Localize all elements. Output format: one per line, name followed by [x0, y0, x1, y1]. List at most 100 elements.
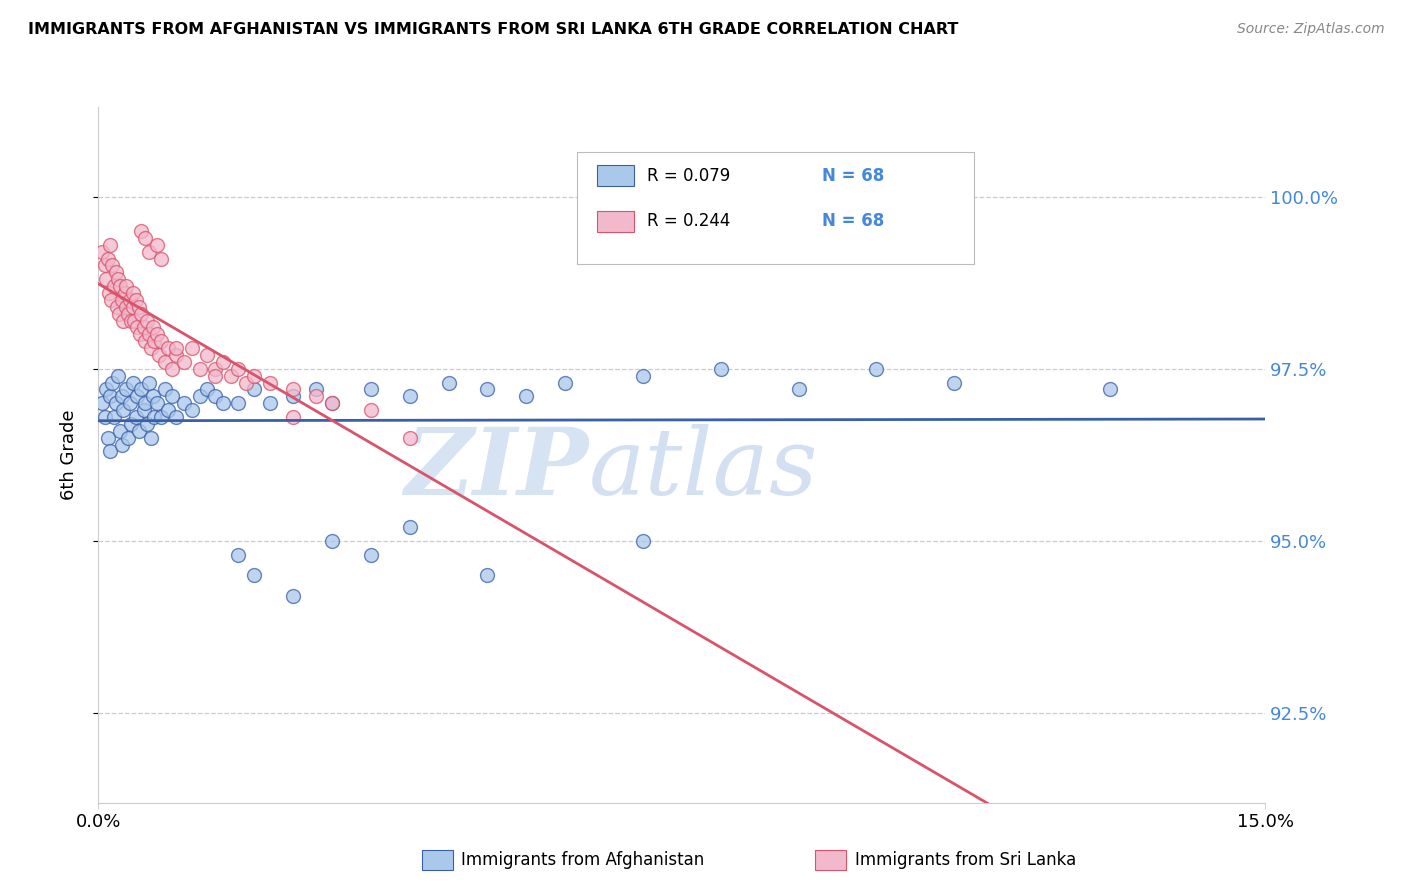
Point: [91, 396, 114, 410]
Point: [360, 383, 382, 397]
Point: [437, 376, 460, 390]
Point: [107, 368, 129, 383]
Point: [122, 300, 145, 314]
Point: [104, 396, 127, 410]
Point: [281, 589, 304, 603]
Point: [865, 361, 887, 376]
Point: [128, 300, 150, 314]
Point: [173, 396, 195, 410]
Point: [141, 341, 163, 355]
Point: [132, 320, 155, 334]
Point: [129, 327, 152, 342]
Point: [281, 383, 304, 397]
Point: [122, 313, 145, 327]
Text: R = 0.079: R = 0.079: [647, 167, 730, 185]
Point: [243, 368, 266, 383]
Point: [112, 313, 135, 327]
Point: [787, 383, 810, 397]
Point: [107, 272, 129, 286]
Point: [104, 265, 127, 279]
Point: [243, 568, 266, 582]
Point: [129, 307, 152, 321]
Point: [360, 548, 382, 562]
Point: [134, 396, 156, 410]
Point: [477, 568, 499, 582]
Text: IMMIGRANTS FROM AFGHANISTAN VS IMMIGRANTS FROM SRI LANKA 6TH GRADE CORRELATION C: IMMIGRANTS FROM AFGHANISTAN VS IMMIGRANT…: [28, 22, 959, 37]
Point: [122, 376, 145, 390]
Point: [134, 231, 156, 245]
Point: [98, 237, 121, 252]
Point: [135, 313, 157, 327]
Point: [204, 361, 226, 376]
Point: [235, 376, 257, 390]
Point: [129, 224, 152, 238]
Point: [173, 355, 195, 369]
Point: [105, 300, 128, 314]
Point: [165, 348, 187, 362]
Point: [121, 286, 143, 301]
Point: [398, 389, 420, 403]
Point: [710, 361, 733, 376]
Point: [118, 293, 141, 307]
Point: [115, 279, 138, 293]
Point: [96, 272, 118, 286]
Point: [107, 307, 129, 321]
Point: [219, 368, 242, 383]
Point: [515, 389, 537, 403]
Point: [165, 341, 187, 355]
Point: [141, 431, 163, 445]
Point: [146, 237, 169, 252]
Point: [120, 313, 142, 327]
Point: [96, 383, 118, 397]
Point: [149, 410, 172, 425]
Text: R = 0.244: R = 0.244: [647, 212, 730, 230]
Point: [180, 403, 202, 417]
Text: N = 68: N = 68: [823, 167, 884, 185]
Point: [943, 376, 966, 390]
Point: [114, 383, 136, 397]
Point: [162, 389, 184, 403]
Point: [153, 355, 176, 369]
Point: [259, 396, 281, 410]
Point: [108, 424, 131, 438]
Text: Immigrants from Sri Lanka: Immigrants from Sri Lanka: [855, 851, 1076, 869]
Point: [98, 286, 121, 301]
Point: [360, 403, 382, 417]
Point: [157, 341, 180, 355]
Point: [101, 376, 124, 390]
Point: [243, 383, 266, 397]
Point: [153, 383, 176, 397]
Point: [98, 389, 121, 403]
Point: [212, 355, 235, 369]
Point: [138, 376, 160, 390]
Point: [228, 396, 250, 410]
Point: [138, 327, 160, 342]
Point: [162, 361, 184, 376]
Point: [97, 252, 120, 266]
Point: [259, 376, 281, 390]
Point: [142, 389, 165, 403]
Point: [93, 410, 115, 425]
Point: [138, 244, 160, 259]
Text: Immigrants from Afghanistan: Immigrants from Afghanistan: [461, 851, 704, 869]
Point: [321, 396, 343, 410]
Point: [135, 417, 157, 431]
Y-axis label: 6th Grade: 6th Grade: [59, 409, 77, 500]
FancyBboxPatch shape: [576, 153, 973, 263]
Point: [321, 534, 343, 549]
Point: [398, 431, 420, 445]
Point: [108, 279, 131, 293]
Point: [228, 361, 250, 376]
Point: [111, 437, 134, 451]
Point: [118, 396, 141, 410]
Text: atlas: atlas: [589, 424, 818, 514]
FancyBboxPatch shape: [596, 166, 634, 186]
Point: [111, 389, 134, 403]
Point: [204, 389, 226, 403]
Point: [554, 376, 576, 390]
Point: [321, 396, 343, 410]
Point: [103, 279, 125, 293]
Point: [281, 389, 304, 403]
Point: [125, 410, 148, 425]
FancyBboxPatch shape: [596, 211, 634, 232]
